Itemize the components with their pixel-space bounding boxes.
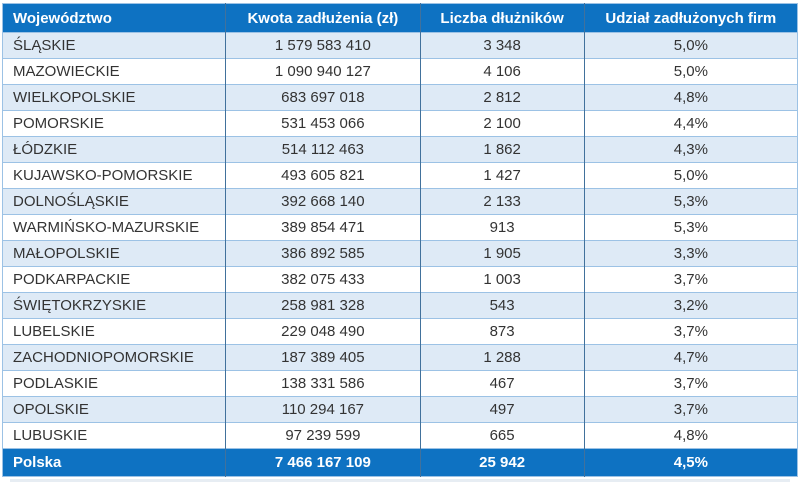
- cell-share: 3,7%: [583, 266, 798, 293]
- cell-amount: 1 090 940 127: [225, 58, 420, 85]
- cell-voivodeship: OPOLSKIE: [2, 396, 226, 423]
- footer-cell-share: 4,5%: [583, 448, 798, 477]
- cell-share: 4,4%: [583, 110, 798, 137]
- cell-amount: 110 294 167: [225, 396, 420, 423]
- cell-amount: 258 981 328: [225, 292, 420, 319]
- cell-amount: 531 453 066: [225, 110, 420, 137]
- cell-amount: 1 579 583 410: [225, 32, 420, 59]
- cell-voivodeship: ZACHODNIOPOMORSKIE: [2, 344, 226, 371]
- cell-amount: 389 854 471: [225, 214, 420, 241]
- table-row: MAŁOPOLSKIE 386 892 585 1 905 3,3%: [2, 240, 798, 267]
- cell-debtors: 467: [419, 370, 585, 397]
- cell-voivodeship: ŁÓDZKIE: [2, 136, 226, 163]
- cell-debtors: 913: [419, 214, 585, 241]
- cell-debtors: 1 003: [419, 266, 585, 293]
- cell-voivodeship: WARMIŃSKO-MAZURSKIE: [2, 214, 226, 241]
- cell-debtors: 497: [419, 396, 585, 423]
- cell-share: 4,3%: [583, 136, 798, 163]
- cell-amount: 97 239 599: [225, 422, 420, 449]
- voivodeship-debt-table: Województwo Kwota zadłużenia (zł) Liczba…: [2, 3, 798, 477]
- cell-amount: 138 331 586: [225, 370, 420, 397]
- cell-debtors: 1 427: [419, 162, 585, 189]
- column-header-voivodeship: Województwo: [2, 3, 226, 33]
- cell-voivodeship: ŚLĄSKIE: [2, 32, 226, 59]
- cell-voivodeship: LUBELSKIE: [2, 318, 226, 345]
- cell-voivodeship: MAZOWIECKIE: [2, 58, 226, 85]
- cell-voivodeship: PODLASKIE: [2, 370, 226, 397]
- table-row: POMORSKIE 531 453 066 2 100 4,4%: [2, 110, 798, 137]
- table-row: LUBUSKIE 97 239 599 665 4,8%: [2, 422, 798, 449]
- cell-share: 5,0%: [583, 162, 798, 189]
- cell-share: 3,7%: [583, 370, 798, 397]
- cell-amount: 187 389 405: [225, 344, 420, 371]
- table-footer: Polska 7 466 167 109 25 942 4,5%: [2, 448, 798, 477]
- cell-share: 5,0%: [583, 58, 798, 85]
- table-body: ŚLĄSKIE 1 579 583 410 3 348 5,0% MAZOWIE…: [2, 32, 798, 449]
- cell-voivodeship: PODKARPACKIE: [2, 266, 226, 293]
- cell-share: 3,3%: [583, 240, 798, 267]
- cell-voivodeship: LUBUSKIE: [2, 422, 226, 449]
- cell-share: 3,2%: [583, 292, 798, 319]
- table-row: ŁÓDZKIE 514 112 463 1 862 4,3%: [2, 136, 798, 163]
- cell-debtors: 1 862: [419, 136, 585, 163]
- column-header-debtor-count: Liczba dłużników: [419, 3, 585, 33]
- cell-voivodeship: DOLNOŚLĄSKIE: [2, 188, 226, 215]
- table-row: DOLNOŚLĄSKIE 392 668 140 2 133 5,3%: [2, 188, 798, 215]
- footer-cell-debtors: 25 942: [419, 448, 585, 477]
- cell-share: 4,8%: [583, 84, 798, 111]
- table-header: Województwo Kwota zadłużenia (zł) Liczba…: [2, 3, 798, 33]
- table-row: PODLASKIE 138 331 586 467 3,7%: [2, 370, 798, 397]
- cell-voivodeship: WIELKOPOLSKIE: [2, 84, 226, 111]
- table-row: KUJAWSKO-POMORSKIE 493 605 821 1 427 5,0…: [2, 162, 798, 189]
- footer-row: Polska 7 466 167 109 25 942 4,5%: [2, 448, 798, 477]
- cell-debtors: 2 812: [419, 84, 585, 111]
- cell-amount: 386 892 585: [225, 240, 420, 267]
- cell-debtors: 1 288: [419, 344, 585, 371]
- cell-debtors: 4 106: [419, 58, 585, 85]
- table-row: ŚWIĘTOKRZYSKIE 258 981 328 543 3,2%: [2, 292, 798, 319]
- table-row: PODKARPACKIE 382 075 433 1 003 3,7%: [2, 266, 798, 293]
- cell-voivodeship: ŚWIĘTOKRZYSKIE: [2, 292, 226, 319]
- cell-share: 3,7%: [583, 318, 798, 345]
- cell-debtors: 2 133: [419, 188, 585, 215]
- table-shadow: [10, 479, 790, 482]
- table-row: OPOLSKIE 110 294 167 497 3,7%: [2, 396, 798, 423]
- cell-share: 4,8%: [583, 422, 798, 449]
- debt-table-container: Województwo Kwota zadłużenia (zł) Liczba…: [2, 3, 798, 482]
- cell-share: 3,7%: [583, 396, 798, 423]
- table-row: LUBELSKIE 229 048 490 873 3,7%: [2, 318, 798, 345]
- cell-amount: 382 075 433: [225, 266, 420, 293]
- table-row: ŚLĄSKIE 1 579 583 410 3 348 5,0%: [2, 32, 798, 59]
- table-row: WARMIŃSKO-MAZURSKIE 389 854 471 913 5,3%: [2, 214, 798, 241]
- cell-voivodeship: POMORSKIE: [2, 110, 226, 137]
- footer-cell-amount: 7 466 167 109: [225, 448, 420, 477]
- cell-share: 5,3%: [583, 188, 798, 215]
- table-row: MAZOWIECKIE 1 090 940 127 4 106 5,0%: [2, 58, 798, 85]
- cell-debtors: 2 100: [419, 110, 585, 137]
- cell-share: 4,7%: [583, 344, 798, 371]
- cell-amount: 514 112 463: [225, 136, 420, 163]
- cell-debtors: 873: [419, 318, 585, 345]
- cell-amount: 229 048 490: [225, 318, 420, 345]
- cell-share: 5,0%: [583, 32, 798, 59]
- cell-debtors: 665: [419, 422, 585, 449]
- column-header-debt-amount: Kwota zadłużenia (zł): [225, 3, 420, 33]
- column-header-indebted-share: Udział zadłużonych firm: [583, 3, 798, 33]
- cell-debtors: 543: [419, 292, 585, 319]
- table-row: ZACHODNIOPOMORSKIE 187 389 405 1 288 4,7…: [2, 344, 798, 371]
- cell-debtors: 3 348: [419, 32, 585, 59]
- cell-amount: 683 697 018: [225, 84, 420, 111]
- cell-voivodeship: KUJAWSKO-POMORSKIE: [2, 162, 226, 189]
- header-row: Województwo Kwota zadłużenia (zł) Liczba…: [2, 3, 798, 33]
- table-row: WIELKOPOLSKIE 683 697 018 2 812 4,8%: [2, 84, 798, 111]
- cell-debtors: 1 905: [419, 240, 585, 267]
- cell-amount: 493 605 821: [225, 162, 420, 189]
- footer-cell-country: Polska: [2, 448, 226, 477]
- cell-amount: 392 668 140: [225, 188, 420, 215]
- cell-share: 5,3%: [583, 214, 798, 241]
- cell-voivodeship: MAŁOPOLSKIE: [2, 240, 226, 267]
